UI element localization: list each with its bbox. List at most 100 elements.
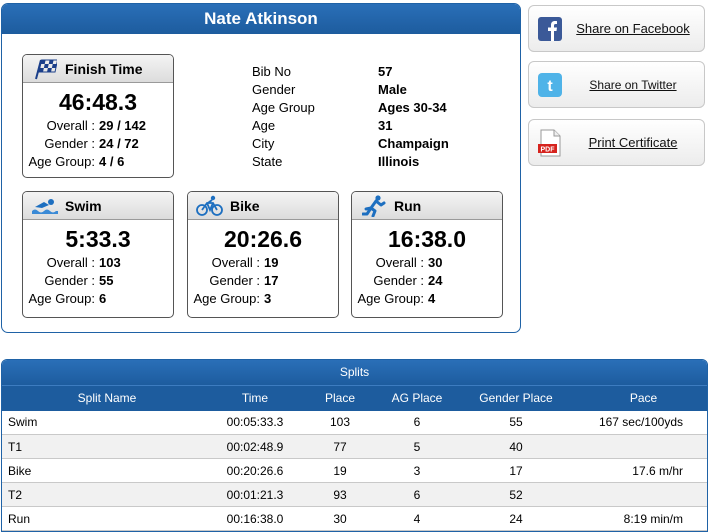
finish-time-title: Finish Time [65, 60, 143, 77]
split-time-cell: 00:01:21.3 [212, 482, 298, 507]
col-time: Time [212, 385, 298, 411]
split-time-cell: 00:20:26.6 [212, 458, 298, 483]
info-label: Gender [252, 82, 296, 97]
split-name-cell: Bike [2, 458, 212, 483]
bike-result-box: Bike 20:26.6 Overall : 19 Gender : 17 Age … [187, 191, 339, 318]
info-row-state: State Illinois [252, 153, 449, 171]
col-split-name: Split Name [2, 385, 212, 411]
pdf-badge-text: PDF [541, 146, 556, 153]
col-ag-place: AG Place [382, 385, 452, 411]
info-label: Age Group [252, 100, 315, 115]
overall-value: 29 / 142 [99, 118, 146, 133]
gender-value: 24 / 72 [99, 136, 139, 151]
info-value: 31 [378, 118, 393, 133]
split-place-cell: 103 [298, 410, 382, 435]
gender-value: 17 [264, 273, 279, 288]
twitter-icon: t [538, 72, 562, 97]
share-facebook-button[interactable]: Share on Facebook [528, 5, 705, 52]
pdf-icon: PDF [538, 129, 562, 156]
info-label: Bib No [252, 64, 292, 79]
age-group-label: Age Group: [357, 291, 425, 306]
col-place: Place [298, 385, 382, 411]
age-group-value: 3 [264, 291, 272, 306]
run-time: 16:38.0 [387, 226, 466, 252]
split-time-cell: 00:05:33.3 [212, 410, 298, 435]
info-value: 57 [378, 64, 393, 79]
finish-time-value: 46:48.3 [58, 89, 137, 115]
overall-label: Overall : [46, 118, 95, 133]
swimmer-icon [31, 195, 59, 217]
age-group-label: Age Group: [193, 291, 261, 306]
finish-time-box: Finish Time 46:48.3 Overall : 29 / 142 Ge… [22, 54, 174, 178]
split-ag-place-cell: 6 [382, 410, 452, 435]
checkered-flag-icon [31, 58, 59, 80]
gender-label: Gender : [44, 136, 95, 151]
split-place-cell: 93 [298, 482, 382, 507]
cyclist-icon [196, 195, 224, 217]
info-row-age: Age 31 [252, 117, 449, 135]
split-gender-place-cell: 24 [452, 506, 580, 531]
bike-time: 20:26.6 [223, 226, 302, 252]
share-twitter-label[interactable]: Share on Twitter [589, 77, 677, 92]
age-group-value: 4 [428, 291, 436, 306]
info-label: Age [252, 118, 276, 133]
gender-label: Gender : [44, 273, 95, 288]
split-gender-place-cell: 52 [452, 482, 580, 507]
print-certificate-label[interactable]: Print Certificate [588, 135, 678, 150]
info-row-age-group: Age Group Ages 30-34 [252, 99, 449, 117]
splits-title: Splits [2, 360, 707, 385]
info-row-gender: Gender Male [252, 81, 449, 99]
age-group-value: 6 [99, 291, 107, 306]
gender-value: 24 [428, 273, 443, 288]
table-row: Bike 00:20:26.6 19 3 17 17.6 m/hr [2, 458, 707, 483]
split-pace-cell: 8:19 min/m [580, 506, 707, 531]
splits-header-row: Split Name Time Place AG Place Gender Pl… [2, 385, 707, 411]
overall-value: 30 [428, 255, 443, 270]
splits-table: Split Name Time Place AG Place Gender Pl… [2, 385, 707, 531]
info-label: State [252, 154, 283, 169]
bike-header: Bike [188, 192, 338, 220]
overall-label: Overall : [46, 255, 95, 270]
share-twitter-button[interactable]: t Share on Twitter [528, 61, 705, 108]
gender-label: Gender : [209, 273, 260, 288]
split-time-cell: 00:02:48.9 [212, 434, 298, 459]
age-group-value: 4 / 6 [99, 154, 125, 169]
facebook-icon [538, 16, 562, 41]
splits-panel: Splits Split Name Time Place AG Place Ge… [1, 359, 708, 532]
split-gender-place-cell: 40 [452, 434, 580, 459]
bike-title: Bike [230, 197, 260, 214]
info-value: Champaign [378, 136, 449, 151]
run-title: Run [394, 197, 422, 214]
split-place-cell: 30 [298, 506, 382, 531]
split-pace-cell [580, 482, 707, 507]
swim-header: Swim [23, 192, 173, 220]
run-header: Run [352, 192, 502, 220]
split-time-cell: 00:16:38.0 [212, 506, 298, 531]
swim-time: 5:33.3 [65, 226, 131, 252]
swim-result-box: Swim 5:33.3 Overall : 103 Gender : 55 Age … [22, 191, 174, 318]
split-gender-place-cell: 17 [452, 458, 580, 483]
table-row: T1 00:02:48.9 77 5 40 [2, 434, 707, 459]
overall-label: Overall : [375, 255, 424, 270]
split-ag-place-cell: 4 [382, 506, 452, 531]
table-row: Swim 00:05:33.3 103 6 55 167 sec/100yds [2, 410, 707, 435]
split-ag-place-cell: 3 [382, 458, 452, 483]
overall-value: 19 [264, 255, 279, 270]
svg-text:t: t [547, 78, 553, 95]
info-row-city: City Champaign [252, 135, 449, 153]
split-name-cell: T2 [2, 482, 212, 507]
finish-time-header: Finish Time [23, 55, 173, 83]
age-group-label: Age Group: [28, 154, 96, 169]
split-place-cell: 77 [298, 434, 382, 459]
run-result-box: Run 16:38.0 Overall : 30 Gender : 24 Age G… [351, 191, 503, 318]
share-facebook-label[interactable]: Share on Facebook [576, 21, 690, 36]
swim-title: Swim [65, 197, 102, 214]
table-row: T2 00:01:21.3 93 6 52 [2, 482, 707, 507]
gender-label: Gender : [373, 273, 424, 288]
split-place-cell: 19 [298, 458, 382, 483]
info-row-bib: Bib No 57 [252, 63, 449, 81]
runner-icon [360, 194, 388, 217]
split-pace-cell: 17.6 m/hr [580, 458, 707, 483]
split-pace-cell: 167 sec/100yds [580, 410, 707, 435]
print-certificate-button[interactable]: PDF Print Certificate [528, 119, 705, 166]
